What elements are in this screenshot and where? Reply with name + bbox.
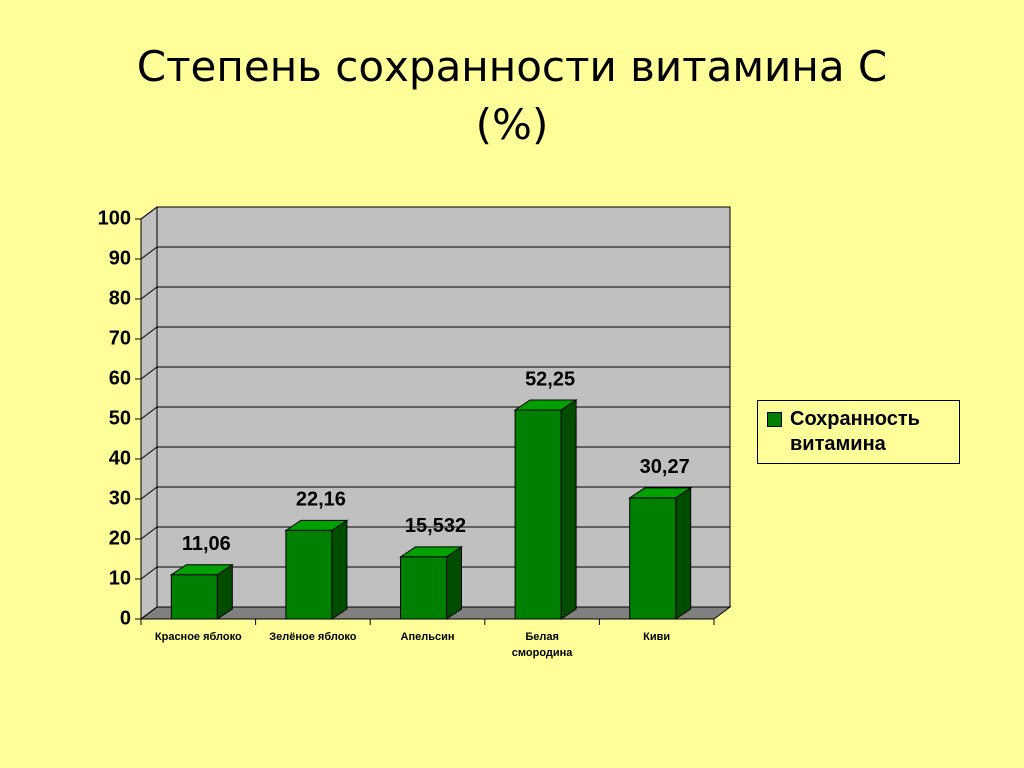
bar — [514, 409, 562, 620]
bar-side — [675, 486, 692, 620]
legend: Сохранность витамина — [757, 400, 960, 464]
y-tick-label: 60 — [109, 367, 131, 389]
grid-line — [140, 246, 730, 260]
legend-label: Сохранность витамина — [790, 408, 920, 455]
bar — [170, 574, 218, 620]
bar — [629, 497, 677, 620]
y-tick-label: 100 — [98, 207, 131, 229]
bar-side — [446, 545, 462, 620]
x-tick-label: Апельсин — [400, 631, 455, 643]
y-tick-label: 20 — [109, 527, 131, 549]
bar-side — [331, 519, 348, 620]
y-tick-label: 80 — [109, 287, 131, 309]
grid-line — [140, 326, 730, 340]
chart-title: Степень сохранности витамина С (%) — [136, 42, 888, 149]
x-tick-label: Красное яблоко — [154, 631, 242, 643]
grid-line — [140, 366, 730, 380]
y-tick-label: 70 — [109, 327, 131, 349]
bar — [285, 529, 333, 620]
x-tick-label: Белая смородина — [511, 631, 573, 659]
bar-side — [560, 399, 577, 620]
data-label: 11,06 — [182, 533, 231, 555]
y-tick-label: 90 — [109, 247, 131, 269]
y-tick-label: 40 — [109, 447, 131, 469]
data-label: 52,25 — [525, 368, 575, 390]
y-tick-label: 50 — [109, 407, 131, 429]
legend-swatch — [767, 412, 782, 427]
y-tick-label: 10 — [109, 567, 131, 589]
grid-line — [140, 206, 730, 220]
data-label: 22,16 — [296, 489, 346, 511]
y-tick-label: 0 — [120, 607, 131, 629]
grid-line — [140, 286, 730, 300]
data-label: 30,27 — [640, 456, 690, 478]
y-tick-label: 30 — [109, 487, 131, 509]
x-tick-label: Киви — [643, 631, 671, 643]
bar — [400, 556, 447, 620]
x-tick-label: Зелёное яблоко — [269, 631, 357, 643]
data-label: 15,532 — [405, 515, 466, 537]
